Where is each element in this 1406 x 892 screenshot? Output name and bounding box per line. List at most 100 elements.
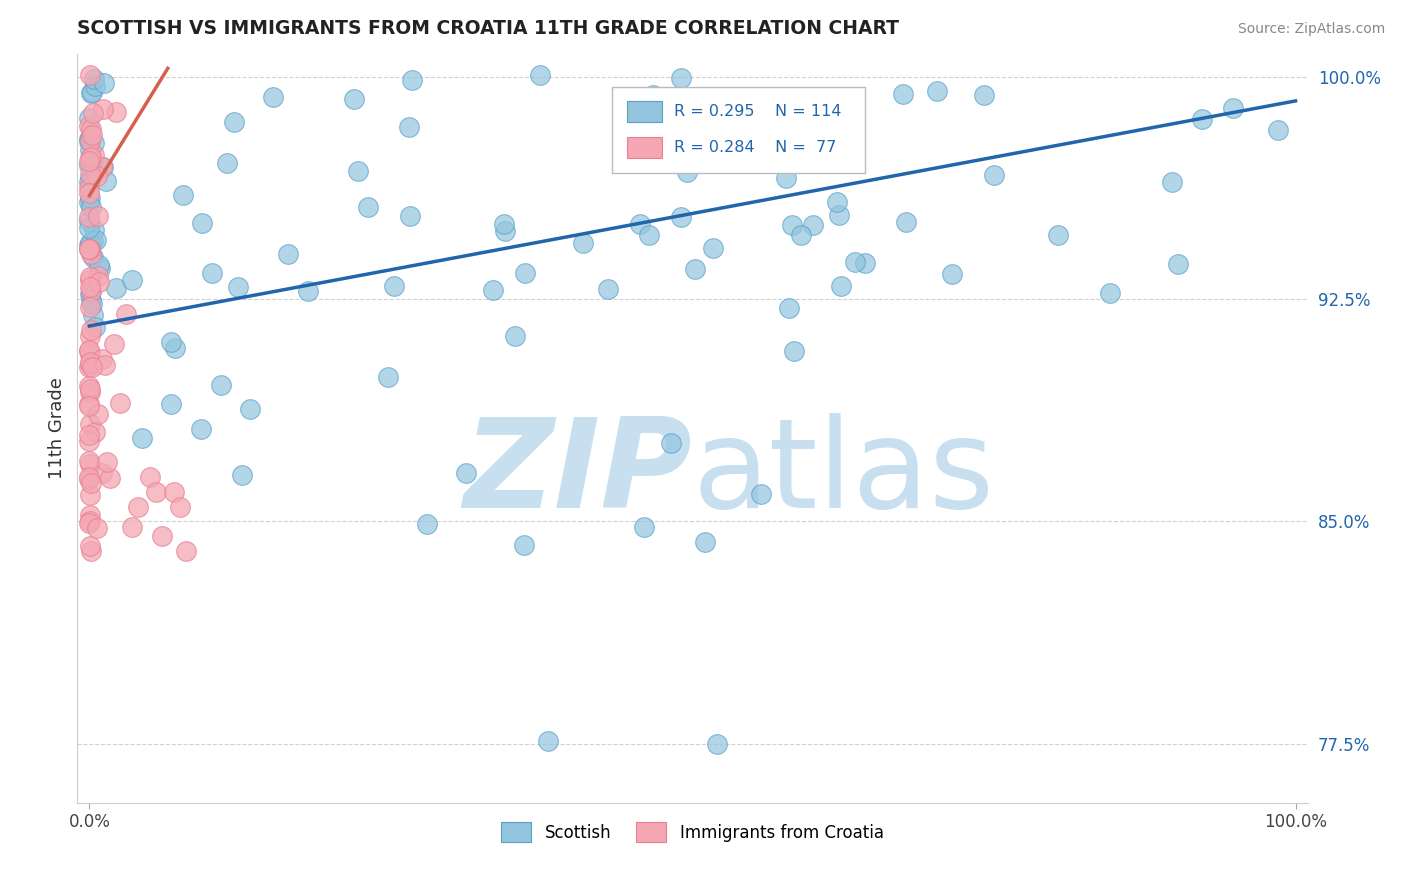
Point bbox=[801, 218, 824, 232]
Point bbox=[676, 165, 699, 179]
Point bbox=[853, 256, 876, 270]
Point bbox=[80, 87, 103, 101]
Point bbox=[82, 251, 104, 265]
Point bbox=[159, 335, 181, 350]
Text: R = 0.295    N = 114: R = 0.295 N = 114 bbox=[673, 103, 842, 119]
Point bbox=[79, 143, 101, 157]
Point bbox=[79, 242, 101, 256]
Point bbox=[138, 470, 160, 484]
Point bbox=[127, 500, 149, 514]
Point bbox=[91, 102, 114, 116]
Point bbox=[89, 261, 111, 276]
Point bbox=[894, 215, 917, 229]
Point bbox=[357, 200, 380, 214]
Point bbox=[377, 369, 399, 384]
Point bbox=[86, 521, 108, 535]
Point bbox=[79, 427, 101, 442]
Point bbox=[226, 280, 249, 294]
Point bbox=[191, 216, 214, 230]
Point bbox=[515, 266, 537, 280]
Point bbox=[217, 156, 239, 170]
Point bbox=[661, 435, 683, 450]
Point bbox=[79, 236, 101, 251]
Point bbox=[79, 400, 101, 414]
Point bbox=[201, 266, 224, 280]
Text: Source: ZipAtlas.com: Source: ZipAtlas.com bbox=[1237, 22, 1385, 37]
Point bbox=[83, 136, 105, 150]
Point bbox=[925, 84, 948, 98]
Point bbox=[277, 247, 299, 261]
Point bbox=[79, 158, 101, 172]
Point bbox=[209, 377, 232, 392]
Point bbox=[702, 241, 724, 255]
Point bbox=[103, 336, 125, 351]
Point bbox=[830, 279, 852, 293]
Point bbox=[80, 475, 103, 490]
Point bbox=[79, 175, 101, 189]
Point bbox=[844, 254, 866, 268]
Text: SCOTTISH VS IMMIGRANTS FROM CROATIA 11TH GRADE CORRELATION CHART: SCOTTISH VS IMMIGRANTS FROM CROATIA 11TH… bbox=[77, 19, 900, 38]
Point bbox=[79, 151, 101, 165]
Point bbox=[80, 150, 103, 164]
Point bbox=[79, 134, 101, 148]
Point bbox=[83, 78, 105, 93]
Point bbox=[79, 214, 101, 228]
Point bbox=[79, 470, 101, 484]
Point bbox=[79, 240, 101, 254]
Point bbox=[222, 115, 245, 129]
Point bbox=[628, 217, 651, 231]
Point bbox=[190, 422, 212, 436]
Point bbox=[494, 224, 516, 238]
Point bbox=[382, 278, 405, 293]
Point bbox=[80, 247, 103, 261]
Point bbox=[83, 71, 105, 86]
Point bbox=[79, 417, 101, 431]
Point bbox=[80, 153, 103, 168]
Point bbox=[825, 194, 848, 209]
Text: R = 0.284    N =  77: R = 0.284 N = 77 bbox=[673, 140, 837, 154]
Point bbox=[80, 543, 103, 558]
Point bbox=[79, 384, 101, 399]
Point bbox=[91, 160, 114, 174]
Point bbox=[706, 737, 728, 751]
Point bbox=[163, 484, 186, 499]
Point bbox=[104, 280, 127, 294]
Point bbox=[89, 259, 111, 273]
Point bbox=[262, 89, 284, 103]
Point bbox=[89, 276, 111, 290]
Point bbox=[790, 228, 813, 243]
Point bbox=[482, 283, 505, 297]
Point bbox=[231, 467, 253, 482]
Point bbox=[297, 285, 319, 299]
Point bbox=[79, 287, 101, 301]
Point bbox=[79, 120, 101, 134]
Point bbox=[79, 539, 101, 553]
Point bbox=[83, 148, 105, 162]
Point bbox=[121, 520, 143, 534]
Point bbox=[80, 293, 103, 307]
Point bbox=[79, 360, 101, 375]
Point bbox=[80, 323, 103, 337]
Point bbox=[79, 300, 101, 314]
Point bbox=[79, 68, 101, 82]
Point bbox=[671, 210, 693, 224]
Point bbox=[79, 272, 101, 286]
Point bbox=[399, 209, 422, 223]
Point bbox=[94, 358, 117, 372]
Point bbox=[163, 342, 186, 356]
Point bbox=[80, 122, 103, 136]
Point bbox=[1267, 123, 1289, 137]
Point bbox=[83, 223, 105, 237]
Point bbox=[174, 544, 197, 558]
Point bbox=[828, 208, 851, 222]
Point bbox=[79, 186, 101, 200]
Point bbox=[79, 279, 101, 293]
Point bbox=[79, 242, 101, 256]
Point bbox=[941, 267, 963, 281]
Point bbox=[80, 86, 103, 100]
Point bbox=[1222, 101, 1244, 115]
Point bbox=[512, 538, 534, 552]
Point bbox=[79, 194, 101, 209]
Point bbox=[780, 218, 803, 232]
Point bbox=[783, 344, 806, 359]
